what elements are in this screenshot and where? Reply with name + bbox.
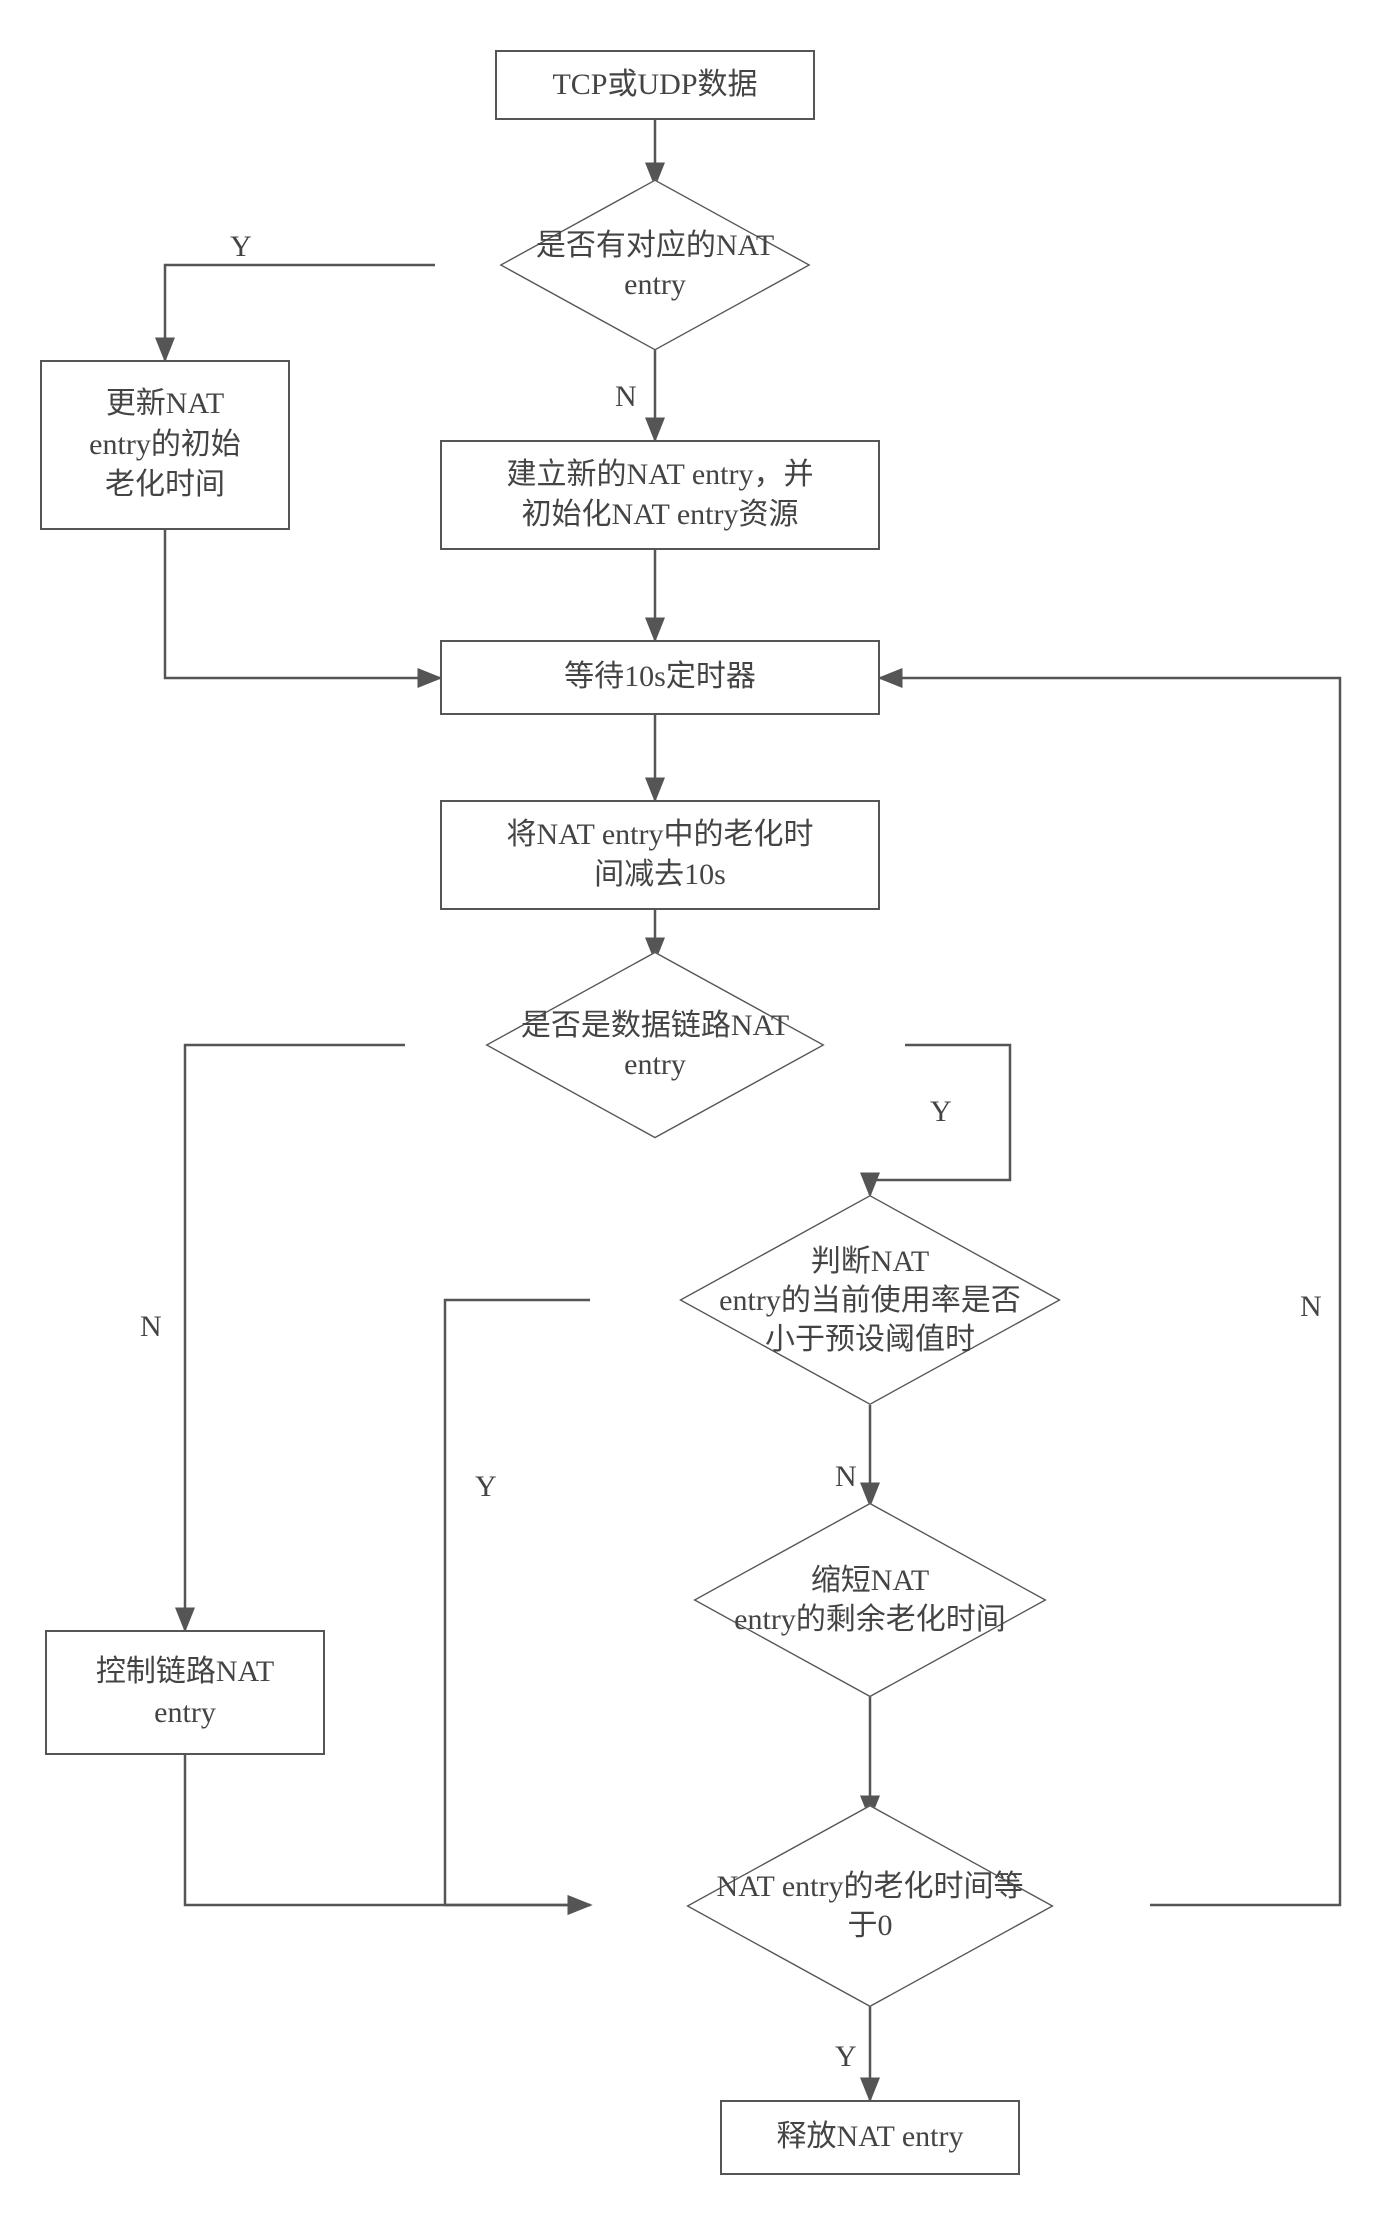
node-is-data: 是否是数据链路NAT entry — [405, 960, 905, 1130]
node-release: 释放NAT entry — [720, 2100, 1020, 2175]
node-ctrl-link: 控制链路NAT entry — [45, 1630, 325, 1755]
node-subtract-label: 将NAT entry中的老化时 间减去10s — [507, 815, 814, 896]
node-has-nat: 是否有对应的NAT entry — [435, 185, 875, 345]
node-is-data-label: 是否是数据链路NAT entry — [521, 1006, 789, 1084]
node-shorten-label: 缩短NAT entry的剩余老化时间 — [734, 1561, 1006, 1639]
edge-label-y-3: Y — [475, 1470, 497, 1504]
edge-label-y-4: Y — [835, 2040, 857, 2074]
node-shorten: 缩短NAT entry的剩余老化时间 — [610, 1505, 1130, 1695]
node-release-label: 释放NAT entry — [777, 2117, 964, 2158]
node-subtract: 将NAT entry中的老化时 间减去10s — [440, 800, 880, 910]
edge-label-y-2: Y — [930, 1095, 952, 1129]
node-start-label: TCP或UDP数据 — [552, 65, 757, 106]
node-start: TCP或UDP数据 — [495, 50, 815, 120]
edge-label-n-3: N — [835, 1460, 857, 1494]
edge-label-n-4: N — [1300, 1290, 1322, 1324]
node-age-zero: NAT entry的老化时间等 于0 — [590, 1818, 1150, 1993]
node-create-nat: 建立新的NAT entry，并 初始化NAT entry资源 — [440, 440, 880, 550]
node-wait-timer: 等待10s定时器 — [440, 640, 880, 715]
node-threshold: 判断NAT entry的当前使用率是否 小于预设阈值时 — [590, 1195, 1150, 1405]
node-has-nat-label: 是否有对应的NAT entry — [536, 226, 774, 304]
node-create-nat-label: 建立新的NAT entry，并 初始化NAT entry资源 — [507, 455, 814, 536]
node-ctrl-link-label: 控制链路NAT entry — [96, 1652, 274, 1733]
edge-label-n-1: N — [615, 380, 637, 414]
node-wait-timer-label: 等待10s定时器 — [564, 657, 756, 698]
edge-label-n-2: N — [140, 1310, 162, 1344]
node-threshold-label: 判断NAT entry的当前使用率是否 小于预设阈值时 — [719, 1242, 1021, 1359]
node-update-nat-label: 更新NAT entry的初始 老化时间 — [89, 384, 241, 506]
edge-label-y-1: Y — [230, 230, 252, 264]
node-update-nat: 更新NAT entry的初始 老化时间 — [40, 360, 290, 530]
node-age-zero-label: NAT entry的老化时间等 于0 — [717, 1867, 1024, 1945]
